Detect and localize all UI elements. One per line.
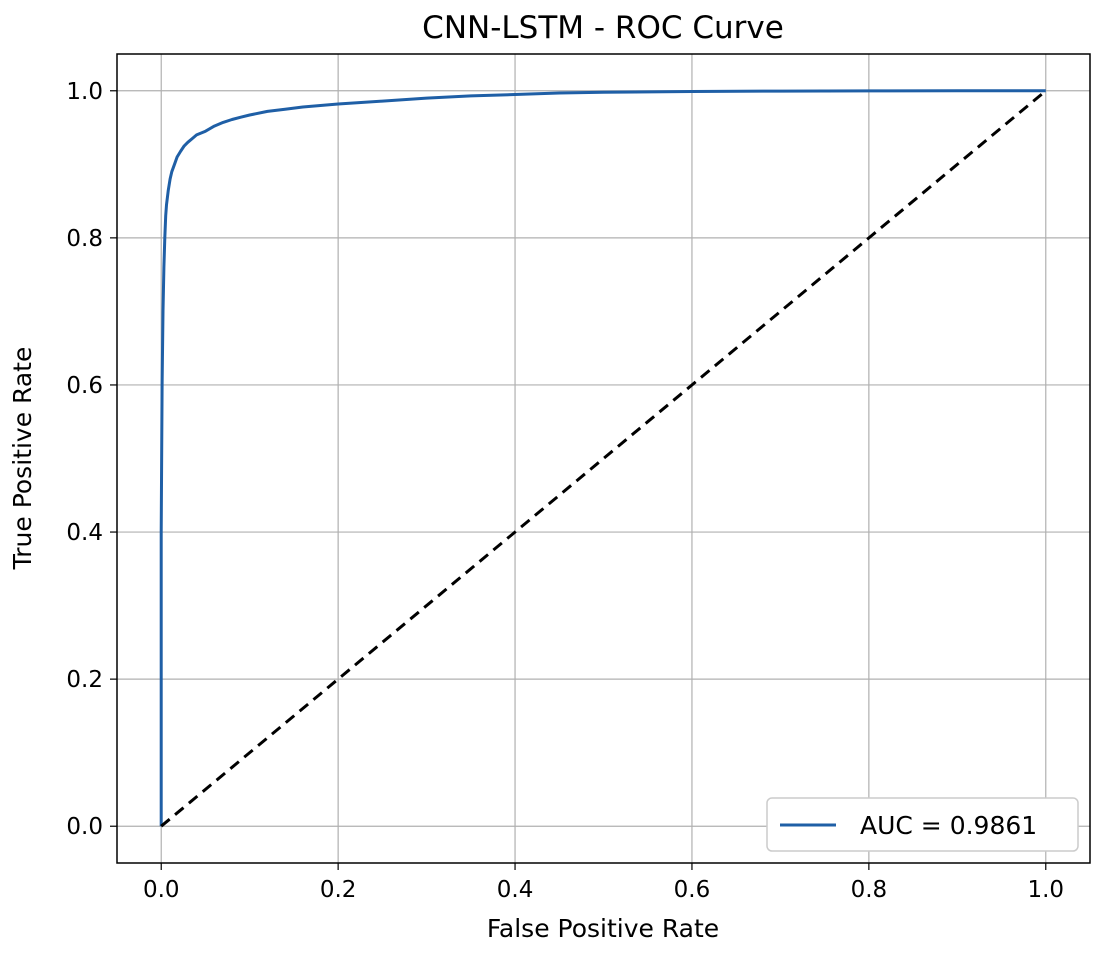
random-baseline-line: [160, 89, 1047, 828]
legend-box: [766, 797, 1079, 852]
x-tick-label: 0.6: [674, 877, 711, 903]
y-tick-label: 0.4: [66, 520, 103, 546]
legend-label: AUC = 0.9861: [860, 811, 1037, 840]
x-tick-label: 1.0: [1027, 877, 1064, 903]
y-tick-label: 0.6: [66, 373, 103, 399]
x-axis-label: False Positive Rate: [487, 914, 719, 943]
series-lines: [159, 89, 1047, 828]
x-tick-label: 0.4: [497, 877, 534, 903]
x-tick-label: 0.2: [320, 877, 357, 903]
y-axis-label: True Positive Rate: [8, 347, 37, 571]
y-tick-label: 0.2: [66, 667, 103, 693]
y-tick-label: 0.0: [66, 814, 103, 840]
plot-frame: [116, 53, 1091, 864]
x-tick-label: 0.8: [851, 877, 888, 903]
axis-ticks: 0.0 0.2 0.4 0.6 0.8 1.0 0.0 0.2 0.4 0.6 0.8 1.0: [66, 79, 1064, 903]
chart-title: CNN-LSTM - ROC Curve: [422, 10, 784, 46]
x-tick-label: 0.0: [143, 877, 180, 903]
roc-curve-line: [159, 89, 1046, 827]
legend: AUC = 0.9861: [766, 797, 1079, 852]
y-tick-label: 0.8: [66, 226, 103, 252]
grid-lines: [117, 54, 1090, 863]
y-tick-label: 1.0: [66, 79, 103, 105]
